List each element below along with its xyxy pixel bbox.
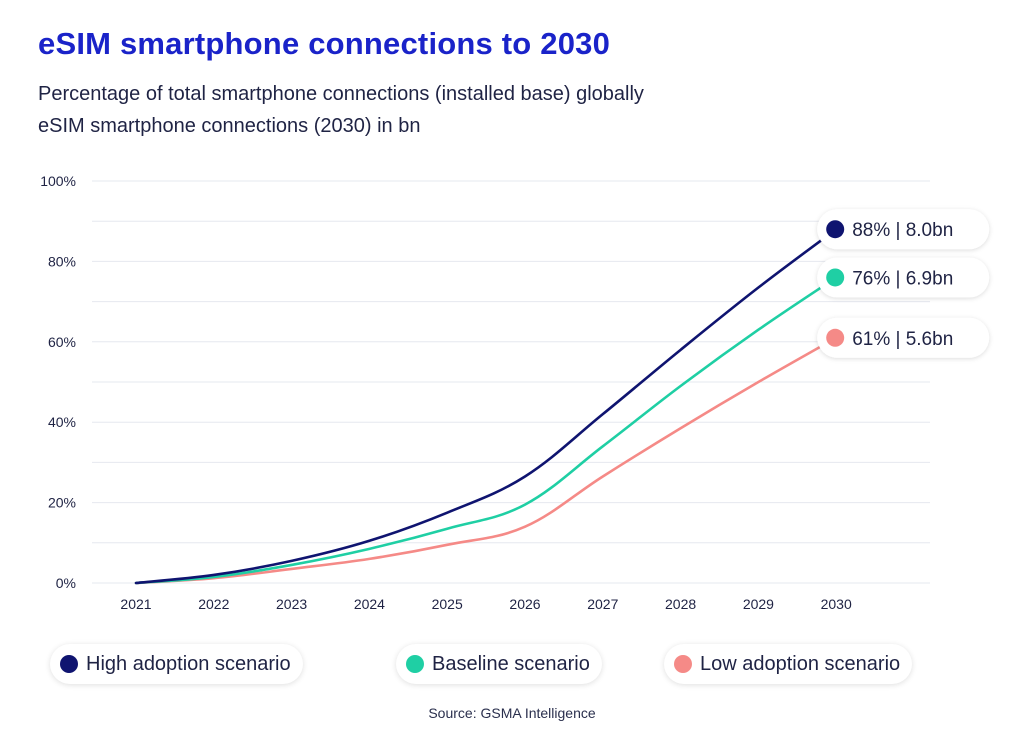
gridlines bbox=[92, 180, 930, 584]
end-point-marker bbox=[826, 268, 845, 287]
legend-baseline: Baseline scenario bbox=[396, 644, 602, 684]
end-point-marker bbox=[826, 328, 845, 347]
end-value-label: 88% | 8.0bn bbox=[852, 220, 953, 241]
legend-low-adoption-label: Low adoption scenario bbox=[700, 652, 901, 675]
end-value-label: 61% | 5.6bn bbox=[852, 329, 953, 350]
legend-low-adoption: Low adoption scenario bbox=[664, 644, 913, 684]
series-line-baseline bbox=[134, 276, 838, 585]
source-note: Source: GSMA Intelligence bbox=[428, 705, 596, 721]
x-tick-label: 2029 bbox=[743, 596, 774, 612]
y-tick-label: 0% bbox=[56, 575, 76, 591]
end-label-pill bbox=[817, 209, 990, 250]
chart-subtitle-line1: Percentage of total smartphone connectio… bbox=[38, 83, 644, 105]
end-label-pill bbox=[817, 317, 990, 358]
end-label-pill bbox=[817, 257, 990, 298]
x-tick-label: 2027 bbox=[587, 596, 618, 612]
x-tick-label: 2026 bbox=[509, 596, 540, 612]
x-tick-label: 2024 bbox=[354, 596, 385, 612]
y-tick-label: 100% bbox=[40, 173, 76, 189]
end-label-high: 88% | 8.0bn bbox=[817, 209, 990, 250]
legend-baseline-label: Baseline scenario bbox=[432, 652, 590, 675]
chart-title: eSIM smartphone connections to 2030 bbox=[38, 26, 611, 61]
legend-baseline-swatch bbox=[406, 655, 424, 673]
x-tick-label: 2023 bbox=[276, 596, 307, 612]
series-lines bbox=[134, 227, 838, 585]
end-label-low: 61% | 5.6bn bbox=[817, 317, 990, 358]
x-tick-label: 2022 bbox=[198, 596, 229, 612]
end-label-baseline: 76% | 6.9bn bbox=[817, 257, 990, 298]
y-tick-label: 20% bbox=[48, 495, 76, 511]
chart-subtitle-line2: eSIM smartphone connections (2030) in bn bbox=[38, 115, 421, 137]
series-line-high bbox=[134, 227, 838, 585]
x-tick-label: 2021 bbox=[120, 596, 151, 612]
y-tick-label: 40% bbox=[48, 414, 76, 430]
x-tick-label: 2028 bbox=[665, 596, 696, 612]
legend-low-adoption-swatch bbox=[674, 655, 692, 673]
y-tick-label: 80% bbox=[48, 253, 76, 269]
end-value-label: 76% | 6.9bn bbox=[852, 268, 953, 289]
legend-high-adoption-label: High adoption scenario bbox=[86, 652, 291, 675]
x-tick-label: 2030 bbox=[821, 596, 852, 612]
end-labels: 88% | 8.0bn 76% | 6.9bn 61% | 5.6bn bbox=[817, 209, 990, 358]
series-line-low bbox=[134, 336, 838, 585]
y-axis-ticks: 0% 20% 40% 60% 80% 100% bbox=[40, 173, 76, 591]
legend-high-adoption-swatch bbox=[60, 655, 78, 673]
x-axis-ticks: 2021 2022 2023 2024 2025 2026 2027 2028 2029 2030 bbox=[120, 596, 852, 612]
end-point-marker bbox=[826, 220, 845, 239]
y-tick-label: 60% bbox=[48, 334, 76, 350]
line-chart: 0%20%40%60%80%100% 2021 2022 2023 2024 2025 2… bbox=[40, 173, 990, 612]
legend-high-adoption: High adoption scenario bbox=[50, 644, 303, 684]
x-tick-label: 2025 bbox=[432, 596, 463, 612]
